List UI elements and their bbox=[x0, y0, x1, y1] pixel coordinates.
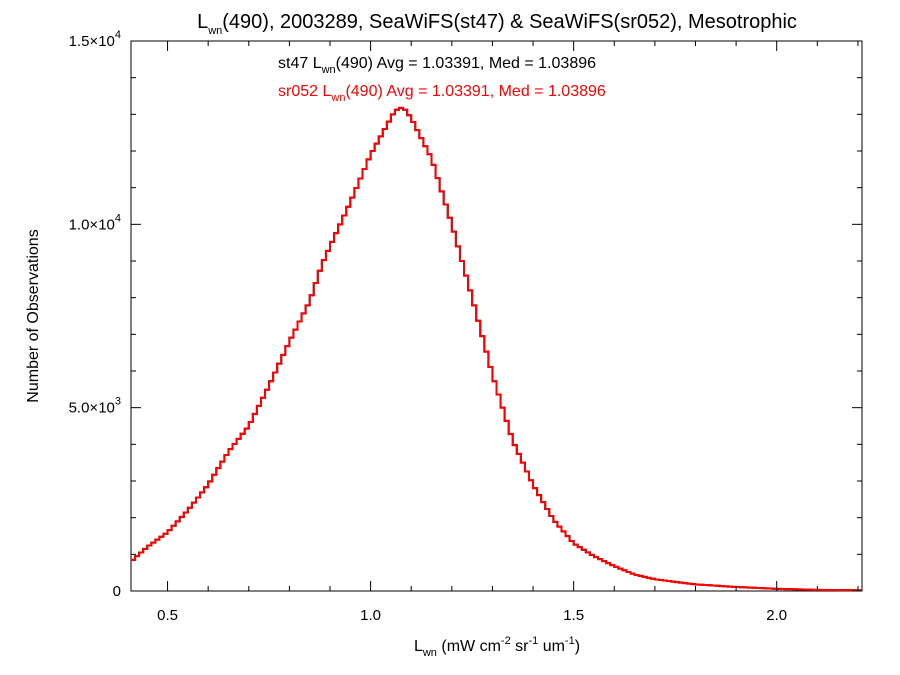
annotation-st47-post: (490) Avg = 1.03391, Med = 1.03896 bbox=[336, 55, 596, 72]
y-tick-label: 1.5×104 bbox=[69, 29, 121, 50]
x-axis-label: Lwn (mW cm-2 sr-1 um-1) bbox=[414, 635, 580, 659]
x-tick-label: 2.0 bbox=[766, 607, 787, 624]
x-label-sup1: -2 bbox=[501, 635, 511, 647]
x-tick-label: 1.5 bbox=[563, 607, 584, 624]
annotation-sr052-subscript: wn bbox=[330, 92, 345, 104]
x-label-post: ) bbox=[575, 638, 580, 655]
annotation-st47-pre: st47 L bbox=[278, 55, 322, 72]
y-tick-label-base: 1.0×10 bbox=[69, 216, 115, 233]
annotation-sr052: sr052 Lwn(490) Avg = 1.03391, Med = 1.03… bbox=[278, 83, 606, 104]
annotation-sr052-pre: sr052 L bbox=[278, 83, 331, 100]
x-tick-label: 1.0 bbox=[360, 607, 381, 624]
annotation-st47: st47 Lwn(490) Avg = 1.03391, Med = 1.038… bbox=[278, 55, 596, 76]
annotation-sr052-post: (490) Avg = 1.03391, Med = 1.03896 bbox=[345, 83, 605, 100]
x-label-pre: L bbox=[414, 638, 423, 655]
x-label-subscript: wn bbox=[422, 647, 437, 659]
y-tick-label-exponent: 4 bbox=[115, 212, 121, 224]
title-post: (490), 2003289, SeaWiFS(st47) & SeaWiFS(… bbox=[222, 11, 797, 33]
y-tick-label-base: 1.5×10 bbox=[69, 33, 115, 50]
y-tick-label-base: 5.0×10 bbox=[69, 400, 115, 417]
y-tick-label: 1.0×104 bbox=[69, 212, 121, 233]
x-label-mid1: (mW cm bbox=[437, 638, 501, 655]
chart-title: Lwn(490), 2003289, SeaWiFS(st47) & SeaWi… bbox=[197, 11, 797, 37]
series-st47-line bbox=[131, 106, 862, 592]
title-subscript: wn bbox=[207, 25, 222, 37]
y-axis-label: Number of Observations bbox=[25, 229, 42, 402]
x-label-sup2: -1 bbox=[528, 635, 538, 647]
x-label-mid3: um bbox=[538, 638, 565, 655]
x-tick-label: 0.5 bbox=[157, 607, 178, 624]
series-sr052-line bbox=[131, 106, 862, 592]
y-tick-label-base: 0 bbox=[113, 583, 121, 600]
x-label-mid2: sr bbox=[511, 638, 529, 655]
title-pre: L bbox=[197, 11, 208, 33]
y-tick-label-exponent: 3 bbox=[115, 396, 121, 408]
series-layer bbox=[131, 106, 862, 592]
x-label-sup3: -1 bbox=[565, 635, 575, 647]
annotation-st47-subscript: wn bbox=[321, 64, 336, 76]
plot-frame bbox=[130, 40, 863, 592]
y-tick-label: 5.0×103 bbox=[69, 396, 121, 417]
y-tick-label: 0 bbox=[113, 583, 121, 600]
y-tick-label-exponent: 4 bbox=[115, 29, 121, 41]
